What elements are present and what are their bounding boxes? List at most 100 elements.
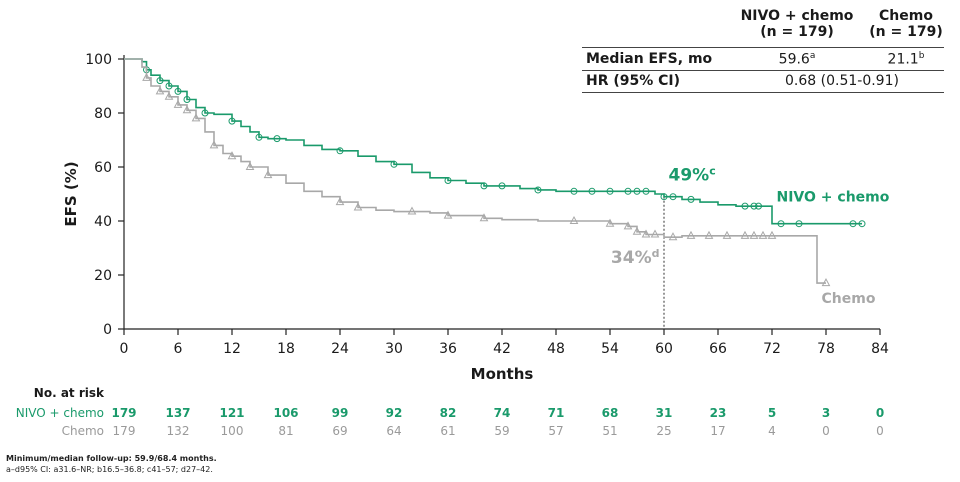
censor-mark-nivo [228,117,236,125]
nivo-header-n: (n = 179) [760,24,834,40]
censor-mark-chemo [155,86,165,95]
at-risk-nivo-value: 137 [165,406,191,420]
censor-mark-chemo [641,229,651,238]
chemo-header-name: Chemo [879,8,933,24]
at-risk-chemo-value: 51 [602,424,618,438]
censor-mark-nivo [534,186,542,194]
at-risk-nivo-value: 0 [875,406,885,420]
at-risk-chemo-value: 132 [166,424,190,438]
x-tick-label: 54 [601,341,619,357]
nivo-header: NIVO + chemo (n = 179) [732,8,862,40]
censor-mark-nivo [858,220,866,228]
censor-mark-chemo [605,218,615,227]
censor-mark-nivo [755,202,762,210]
median-efs-label: Median EFS, mo [586,51,713,67]
x-tick-label: 78 [817,341,835,357]
censor-mark-chemo [173,99,183,108]
censor-mark-chemo [650,229,660,238]
chemo-60-month-rate: 34%d [611,247,660,268]
censor-mark-chemo [182,105,192,114]
censor-mark-nivo [156,77,164,85]
censor-mark-chemo [686,230,696,239]
censor-mark-chemo [227,151,237,160]
x-tick-label: 24 [331,341,349,357]
at-risk-chemo-value: 61 [440,424,456,438]
censor-mark-chemo [569,215,579,224]
censor-mark-nivo [336,147,344,155]
at-risk-nivo-value: 74 [493,406,511,420]
at-risk-nivo-value: 68 [601,406,619,420]
at-risk-nivo-label: NIVO + chemo [15,406,104,420]
y-tick-label: 0 [103,322,112,338]
censor-mark-nivo [201,109,209,117]
median-efs-nivo: 59.6a [732,51,862,68]
at-risk-nivo-value: 71 [547,406,565,420]
censor-mark-nivo [669,193,677,201]
at-risk-nivo-value: 106 [273,406,299,420]
censor-mark-nivo [570,187,578,195]
x-tick-label: 60 [655,341,673,357]
at-risk-nivo-value: 99 [331,406,349,420]
x-axis-title: Months [471,365,534,383]
censor-mark-chemo [245,161,255,170]
x-tick-label: 0 [120,341,129,357]
censor-mark-nivo [795,220,803,228]
at-risk-nivo-value: 31 [655,406,673,420]
x-tick-label: 36 [439,341,457,357]
at-risk-chemo-value: 59 [494,424,510,438]
chemo-header: Chemo (n = 179) [866,8,946,40]
median-efs-nivo-value: 59.6 [778,51,810,68]
censor-mark-nivo [777,220,785,228]
censor-mark-chemo [164,91,174,100]
nivo-header-name: NIVO + chemo [740,8,854,24]
at-risk-nivo-value: 3 [821,406,831,420]
hr-label: HR (95% CI) [586,73,681,89]
at-risk-title: No. at risk [33,386,104,400]
legend-chemo-label: Chemo [822,291,876,307]
censor-mark-chemo [722,230,732,239]
at-risk-nivo-value: 23 [709,406,727,420]
x-tick-label: 48 [547,341,565,357]
x-tick-label: 72 [763,341,781,357]
censor-mark-nivo [849,220,857,228]
censor-mark-chemo [263,170,273,179]
censor-mark-chemo [479,213,489,222]
censor-mark-nivo [174,87,182,95]
median-efs-chemo-value: 21.1 [887,51,919,68]
chemo-header-n: (n = 179) [869,24,943,40]
censor-mark-chemo [668,232,678,241]
x-tick-label: 84 [871,341,889,357]
censor-mark-nivo [750,202,758,210]
x-tick-label: 18 [277,341,295,357]
censor-mark-chemo [353,202,363,211]
y-axis-title: EFS (%) [62,161,80,226]
at-risk-chemo-value: 0 [822,424,830,438]
censor-mark-chemo [704,230,714,239]
censor-mark-nivo [588,187,596,195]
at-risk-chemo-value: 64 [386,424,402,438]
y-tick-label: 80 [94,106,112,122]
at-risk-chemo-value: 17 [710,424,726,438]
chemo-rate-sup: d [652,247,660,260]
median-efs-nivo-sup: a [809,51,816,61]
y-tick-label: 60 [94,160,112,176]
at-risk-nivo-value: 179 [111,406,137,420]
nivo-60-month-rate: 49%c [669,165,716,186]
censor-mark-nivo [606,187,614,195]
y-tick-label: 40 [94,214,112,230]
at-risk-chemo-value: 179 [112,424,136,438]
censor-mark-nivo [444,177,452,184]
footnote-followup: Minimum/median follow-up: 59.9/68.4 mont… [6,454,217,463]
censor-mark-nivo [660,193,668,201]
censor-mark-nivo [273,135,281,143]
efs-chart: 0 20 40 60 80 100 0 6 12 18 24 30 36 42 48 54 60 66 72 78 84… [62,52,890,383]
censor-mark-chemo [623,221,633,230]
censor-mark-nivo [183,96,191,103]
footnote-ci: a–d95% CI: a31.6–NR; b16.5–36.8; c41–57;… [6,465,213,474]
censor-mark-chemo [767,230,777,239]
censor-mark-nivo [480,182,488,190]
nivo-rate-sup: c [709,165,716,178]
censor-mark-nivo [255,133,263,141]
x-tick-label: 6 [174,341,183,357]
censor-mark-nivo [390,160,398,168]
